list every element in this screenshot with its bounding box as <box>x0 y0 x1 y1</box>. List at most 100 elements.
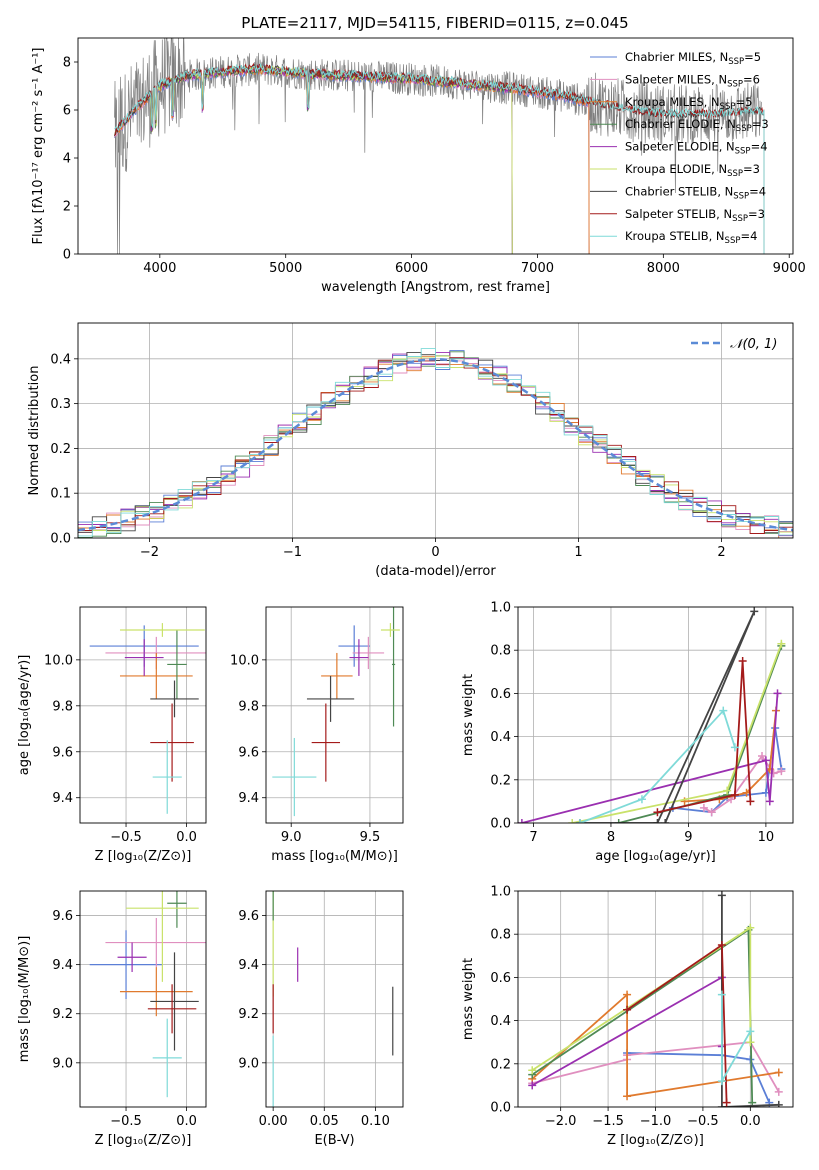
x-tick-label: −1.5 <box>592 1114 624 1129</box>
weight-line-salpeter-stelib <box>657 660 752 814</box>
plot-frame <box>517 890 794 1108</box>
x-tick-label: 9000 <box>773 261 806 276</box>
plot-frame <box>265 606 404 824</box>
weight-vs-age-panel: 7 8 9 10 0.0 0.2 0.4 0.6 0.8 1.0 age [log₁₀(age/yr… <box>461 601 794 864</box>
y-tick-label: 1.0 <box>490 601 511 616</box>
weight-marker <box>518 819 526 823</box>
weight-marker <box>758 752 767 761</box>
y-tick-label: 2 <box>63 200 71 215</box>
x-tick-label: 8 <box>607 830 615 845</box>
y-axis-label: mass [log₁₀(M/M⊙)] <box>17 936 32 1063</box>
x-axis-label: wavelength [Angstrom, rest frame] <box>321 280 550 295</box>
legend-entry: Chabrier STELIB, NSSP=4 <box>625 184 766 201</box>
y-tick-label: 0.0 <box>490 1101 511 1116</box>
errorbar-point-chabrier-elodie <box>167 891 187 928</box>
weight-marker <box>653 808 662 817</box>
y-tick-label: 0.6 <box>490 971 511 986</box>
y-tick-label: 9.4 <box>52 791 73 806</box>
y-tick-label: 1.0 <box>490 885 511 900</box>
x-tick-label: −1.0 <box>640 1114 672 1129</box>
errorbar-point-salpeter-stelib <box>147 984 197 1034</box>
x-tick-label: 9.5 <box>360 830 381 845</box>
legend-entry: 𝒩(0, 1) <box>730 337 777 352</box>
weight-marker <box>774 1087 783 1096</box>
x-tick-label: 1 <box>574 545 582 560</box>
y-tick-label: 8 <box>63 56 71 71</box>
normal-curve <box>78 358 793 532</box>
weight-marker <box>707 808 716 817</box>
weight-marker <box>761 756 770 765</box>
errorbar-point-kroupa-elodie <box>126 891 199 982</box>
spectrum-legend: Chabrier MILES, NSSP=5 Salpeter MILES, NS… <box>590 50 769 246</box>
x-axis-label: Z [log₁₀(Z/Z⊙)] <box>95 849 192 864</box>
x-tick-label: 0.0 <box>740 1114 761 1129</box>
weight-marker <box>774 1100 783 1107</box>
residuals-legend: 𝒩(0, 1) <box>691 337 777 352</box>
y-tick-label: 9.6 <box>52 745 73 760</box>
y-tick-label: 0.8 <box>490 644 511 659</box>
errorbar-point-kroupa-miles <box>119 967 193 1017</box>
y-tick-label: 0.4 <box>490 730 511 745</box>
model-spectrum-chabrier-stelib <box>114 64 765 254</box>
plot-frame <box>77 37 794 255</box>
mass-vs-Z-panel: −0.5 0.0 9.0 9.2 9.4 9.6 Z [log₁₀(Z/Z⊙)] mass [… <box>17 890 207 1148</box>
y-tick-label: 0.8 <box>490 928 511 943</box>
y-tick-label: 0.0 <box>50 532 71 547</box>
legend-entry: Kroupa ELODIE, NSSP=3 <box>625 162 760 179</box>
x-tick-label: −2 <box>140 545 159 560</box>
y-tick-label: 0.2 <box>50 442 71 457</box>
errorbar-point-chabrier-stelib <box>150 680 199 718</box>
x-tick-label: 0.00 <box>259 1114 288 1129</box>
y-tick-label: 4 <box>63 152 71 167</box>
weight-line-kroupa-elodie <box>531 926 752 1072</box>
x-tick-label: 0.0 <box>176 1114 197 1129</box>
y-tick-label: 9.6 <box>52 909 73 924</box>
x-tick-label: 0.05 <box>310 1114 339 1129</box>
weight-marker <box>723 786 732 795</box>
legend-entry: Salpeter STELIB, NSSP=3 <box>625 207 765 224</box>
x-tick-label: 6000 <box>395 261 428 276</box>
y-tick-label: 9.6 <box>238 745 259 760</box>
weight-marker <box>623 1005 632 1014</box>
weight-marker <box>746 797 755 806</box>
y-tick-label: 10.0 <box>44 653 73 668</box>
weight-line-kroupa-stelib <box>579 708 736 823</box>
weight-marker <box>614 819 623 823</box>
weight-marker <box>699 803 708 812</box>
y-tick-label: 9.2 <box>52 1007 73 1022</box>
legend-entry: Kroupa MILES, NSSP=5 <box>625 95 752 112</box>
errorbar-point-kroupa-stelib <box>152 740 182 814</box>
x-tick-label: −0.5 <box>110 1114 142 1129</box>
y-tick-label: 9.4 <box>238 958 259 973</box>
legend-entry: Kroupa STELIB, NSSP=4 <box>625 229 757 246</box>
x-tick-label: 5000 <box>269 261 302 276</box>
y-axis-label: mass weight <box>461 958 476 1040</box>
age-vs-mass-panel: 9.0 9.5 9.4 9.6 9.8 10.0 mass [log₁₀(M/M⊙)] <box>230 606 404 864</box>
y-tick-label: 0.2 <box>490 773 511 788</box>
weight-marker <box>717 891 726 900</box>
errorbar-point-salpeter-stelib <box>311 703 341 782</box>
errorbar-point-chabrier-stelib <box>306 675 355 722</box>
errorbar-point-salpeter-miles <box>105 918 206 968</box>
y-tick-label: 9.4 <box>52 958 73 973</box>
y-tick-label: 0.0 <box>490 817 511 832</box>
y-axis-label: age [log₁₀(age/yr)] <box>17 655 32 776</box>
x-axis-label: E(B-V) <box>314 1133 354 1148</box>
errorbar-point-kroupa-miles <box>119 652 193 699</box>
x-tick-label: −2.0 <box>545 1114 577 1129</box>
errorbar-point-salpeter-elodie <box>117 942 147 972</box>
plot-frame <box>265 890 404 1108</box>
y-tick-label: 9.6 <box>238 909 259 924</box>
x-axis-label: Z [log₁₀(Z/Z⊙)] <box>607 1133 704 1148</box>
plot-frame <box>77 322 794 539</box>
weight-vs-Z-panel: −2.0 −1.5 −1.0 −0.5 0.0 0.0 0.2 0.4 0.6 0.8 1.0 Z [… <box>461 885 794 1148</box>
y-tick-label: 6 <box>63 104 71 119</box>
weight-line-chabrier-stelib <box>580 610 756 823</box>
y-axis-label: Flux [fλ10⁻¹⁷ erg cm⁻² s⁻¹ A⁻¹] <box>31 48 46 245</box>
y-tick-label: 9.4 <box>238 791 259 806</box>
x-tick-label: 4000 <box>143 261 176 276</box>
weight-marker <box>722 1098 731 1107</box>
weight-marker <box>717 1077 726 1086</box>
weight-marker <box>750 607 759 616</box>
weight-marker <box>623 1092 632 1101</box>
